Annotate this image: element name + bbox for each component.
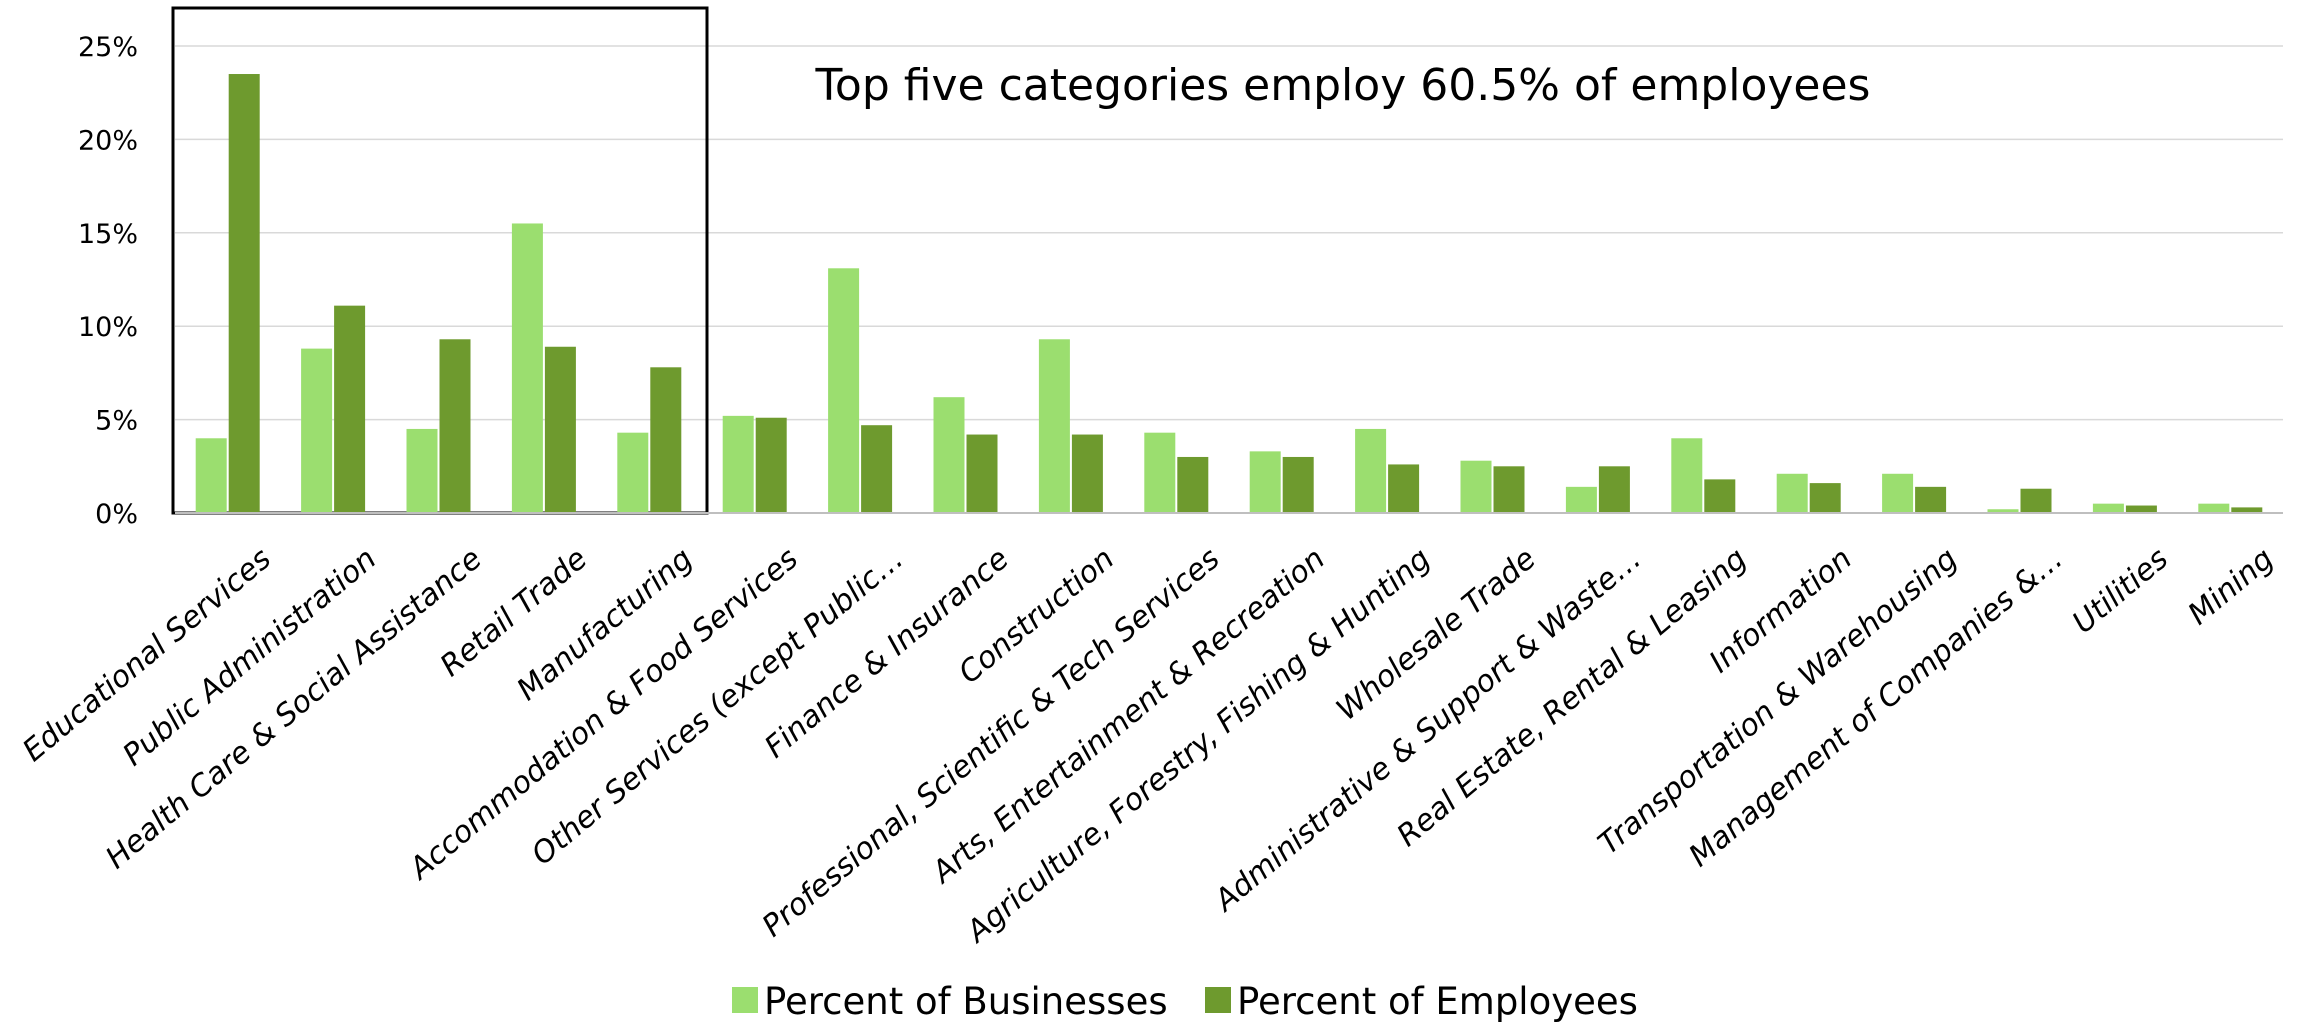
bar-businesses: [511, 223, 543, 513]
x-category-label: Manufacturing: [511, 541, 700, 707]
bar-businesses: [2092, 503, 2124, 513]
bar-businesses: [1460, 460, 1492, 513]
bar-employees: [2231, 507, 2263, 513]
legend-swatch: [1205, 987, 1231, 1013]
bar-employees: [966, 434, 998, 513]
bar-employees: [2020, 488, 2052, 513]
bar-employees: [755, 417, 787, 513]
bars: [195, 74, 2263, 514]
y-tick-label: 20%: [78, 125, 138, 156]
legend: Percent of Businesses Percent of Employee…: [732, 980, 1638, 1023]
x-category-label: Accommodation & Food Services: [402, 541, 805, 887]
x-category-label: Mining: [2182, 541, 2281, 632]
bar-employees: [334, 305, 366, 513]
y-tick-label: 15%: [78, 219, 138, 250]
bar-businesses: [1776, 473, 1808, 513]
bar-employees: [1388, 464, 1420, 513]
legend-swatch: [732, 987, 758, 1013]
x-category-label: Other Services (except Public…: [525, 541, 910, 872]
bar-employees: [228, 74, 260, 514]
annotation-text: Top five categories employ 60.5% of empl…: [815, 60, 1871, 111]
y-tick-label: 10%: [78, 312, 138, 343]
bar-businesses: [301, 348, 333, 513]
x-category-label: Health Care & Social Assistance: [99, 541, 488, 876]
bar-employees: [1704, 479, 1736, 513]
bar-businesses: [195, 438, 227, 513]
bar-businesses: [1038, 339, 1070, 513]
bar-businesses: [1565, 486, 1597, 513]
bar-employees: [861, 425, 893, 513]
bar-employees: [1177, 456, 1209, 513]
bar-employees: [650, 367, 682, 513]
bar-employees: [1915, 486, 1947, 513]
bar-businesses: [1355, 428, 1387, 513]
bar-employees: [1282, 456, 1314, 513]
bar-businesses: [617, 432, 649, 513]
bar-employees: [544, 346, 576, 513]
bar-employees: [1071, 434, 1103, 513]
bar-businesses: [2198, 503, 2230, 513]
bar-businesses: [722, 415, 754, 513]
axes: 0% 5% 10% 15% 20% 25%: [78, 32, 2283, 530]
bar-employees: [1809, 483, 1841, 513]
bar-employees: [1493, 466, 1525, 513]
bar-employees: [1598, 466, 1630, 513]
bar-employees: [439, 339, 471, 513]
y-tick-label: 5%: [95, 406, 138, 437]
legend-label: Percent of Employees: [1237, 980, 1638, 1023]
bar-businesses: [1882, 473, 1914, 513]
bar-businesses: [828, 268, 860, 513]
bar-businesses: [406, 428, 438, 513]
y-tick-label: 0%: [95, 499, 138, 530]
x-category-label: Utilities: [2066, 541, 2175, 640]
y-tick-label: 25%: [78, 32, 138, 63]
x-category-label: Management of Companies &…: [1683, 541, 2070, 874]
legend-label: Percent of Businesses: [764, 980, 1168, 1023]
bar-businesses: [1987, 509, 2019, 513]
bar-businesses: [1671, 438, 1703, 513]
bar-businesses: [933, 397, 965, 513]
bar-businesses: [1144, 432, 1176, 513]
bar-employees: [2125, 505, 2157, 513]
bar-businesses: [1249, 451, 1281, 513]
